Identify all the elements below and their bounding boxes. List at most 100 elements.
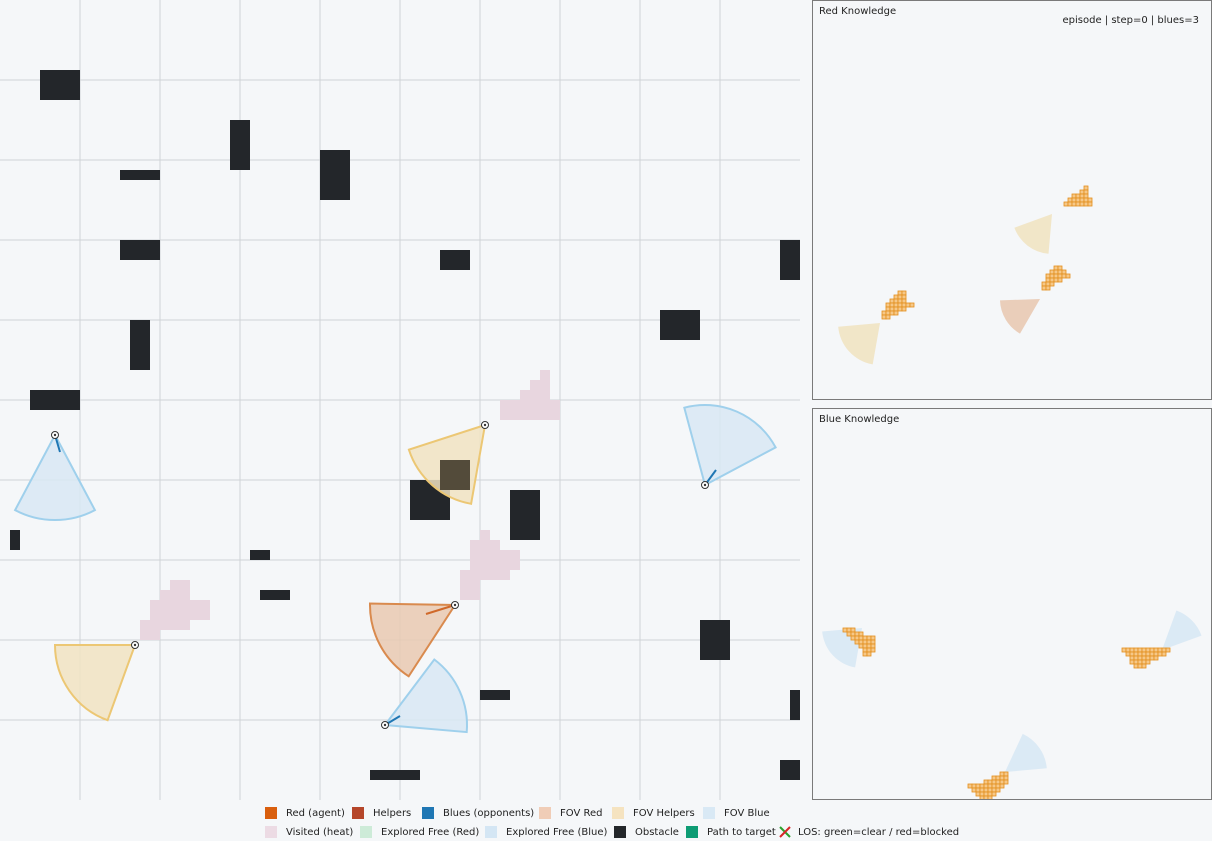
visited-cell — [530, 380, 550, 390]
main-grid-map — [0, 0, 800, 800]
known-cell — [1057, 277, 1063, 283]
known-cell — [1075, 201, 1081, 207]
known-cell — [1057, 269, 1063, 275]
known-cell — [1079, 197, 1085, 203]
legend-row-1: Red (agent) Helpers Blues (opponents) FO… — [0, 804, 1212, 822]
helper-agent-marker-center — [133, 643, 137, 647]
known-cell — [1083, 197, 1089, 203]
known-cell — [889, 302, 895, 308]
known-cell — [850, 631, 856, 637]
legend-item-visited: Visited (heat) — [265, 823, 353, 841]
known-cell — [1083, 201, 1089, 207]
visited-cell — [540, 370, 550, 380]
visited-cell — [520, 390, 550, 400]
obstacle-swatch — [614, 826, 626, 838]
known-cell — [1133, 651, 1139, 657]
known-cell — [1063, 201, 1069, 207]
known-cell — [1071, 193, 1077, 199]
legend-item-explored-red: Explored Free (Red) — [360, 823, 479, 841]
known-cell — [885, 306, 891, 312]
known-cell — [991, 783, 997, 789]
known-cell — [858, 643, 864, 649]
known-cell — [1165, 647, 1171, 653]
known-cell — [870, 635, 876, 641]
known-cell — [983, 791, 989, 797]
known-cell — [1049, 277, 1055, 283]
visited-swatch — [265, 826, 277, 838]
legend-item-fov-blue: FOV Blue — [703, 804, 770, 822]
red-knowledge-panel: Red Knowledge episode | step=0 | blues=3 — [812, 0, 1212, 400]
known-cell — [1137, 663, 1143, 669]
visited-cell — [510, 400, 560, 410]
known-cell — [1057, 265, 1063, 271]
known-cell — [897, 298, 903, 304]
known-cell — [1149, 651, 1155, 657]
legend-item-helpers: Helpers — [352, 804, 411, 822]
known-cell — [885, 302, 891, 308]
known-cell — [1079, 189, 1085, 195]
known-cell — [979, 795, 985, 799]
visited-cell — [140, 620, 190, 630]
known-cell — [870, 647, 876, 653]
known-cell — [885, 314, 891, 320]
legend-item-los: LOS: green=clear / red=blocked — [778, 823, 959, 841]
known-cell — [885, 310, 891, 316]
obstacle — [440, 250, 470, 270]
known-cell — [971, 787, 977, 793]
blues-swatch — [422, 807, 434, 819]
explored-red-swatch — [360, 826, 372, 838]
known-cell — [1079, 201, 1085, 207]
known-cell — [1141, 651, 1147, 657]
known-cell — [866, 635, 872, 641]
obstacle — [120, 170, 160, 180]
known-cell — [1153, 655, 1159, 661]
known-cell — [889, 298, 895, 304]
known-cell — [1145, 647, 1151, 653]
known-cell — [893, 294, 899, 300]
known-cell — [1153, 651, 1159, 657]
obstacle — [30, 390, 80, 410]
known-cell — [1049, 281, 1055, 287]
known-cell — [862, 643, 868, 649]
known-cell — [1045, 281, 1051, 287]
known-cell — [893, 310, 899, 316]
blue-agent-marker-center — [53, 433, 57, 437]
legend-item-fov-helpers: FOV Helpers — [612, 804, 695, 822]
legend: Red (agent) Helpers Blues (opponents) FO… — [0, 802, 1212, 839]
known-cell — [987, 779, 993, 785]
red-heading-line — [425, 604, 456, 615]
visited-cell — [480, 530, 490, 540]
known-cell — [1129, 647, 1135, 653]
known-cell — [1053, 273, 1059, 279]
obstacles-layer — [10, 70, 800, 780]
explored-blue-swatch — [485, 826, 497, 838]
known-cell — [858, 631, 864, 637]
known-cell — [991, 775, 997, 781]
known-cell — [901, 298, 907, 304]
visited-cell — [160, 590, 190, 600]
known-cell — [862, 647, 868, 653]
known-cell — [866, 643, 872, 649]
known-cell — [987, 783, 993, 789]
known-cell — [999, 779, 1005, 785]
known-cell — [1075, 197, 1081, 203]
visited-cell — [470, 550, 520, 570]
obstacle — [320, 150, 350, 200]
known-cell — [1141, 663, 1147, 669]
known-cell — [1041, 285, 1047, 291]
obstacle — [780, 240, 800, 280]
known-cell — [975, 783, 981, 789]
fov-blue-cone — [383, 658, 469, 734]
known-cell — [1067, 197, 1073, 203]
known-cell — [901, 302, 907, 308]
known-cell — [983, 787, 989, 793]
known-cell — [881, 310, 887, 316]
blue-knowledge-map — [822, 610, 1202, 799]
path-swatch — [686, 826, 698, 838]
helper-agent-marker-center — [483, 423, 487, 427]
visited-heat-layer — [140, 370, 560, 640]
known-cell — [1125, 647, 1131, 653]
obstacle — [40, 70, 80, 100]
known-cell — [1083, 185, 1089, 191]
known-cell — [1053, 269, 1059, 275]
